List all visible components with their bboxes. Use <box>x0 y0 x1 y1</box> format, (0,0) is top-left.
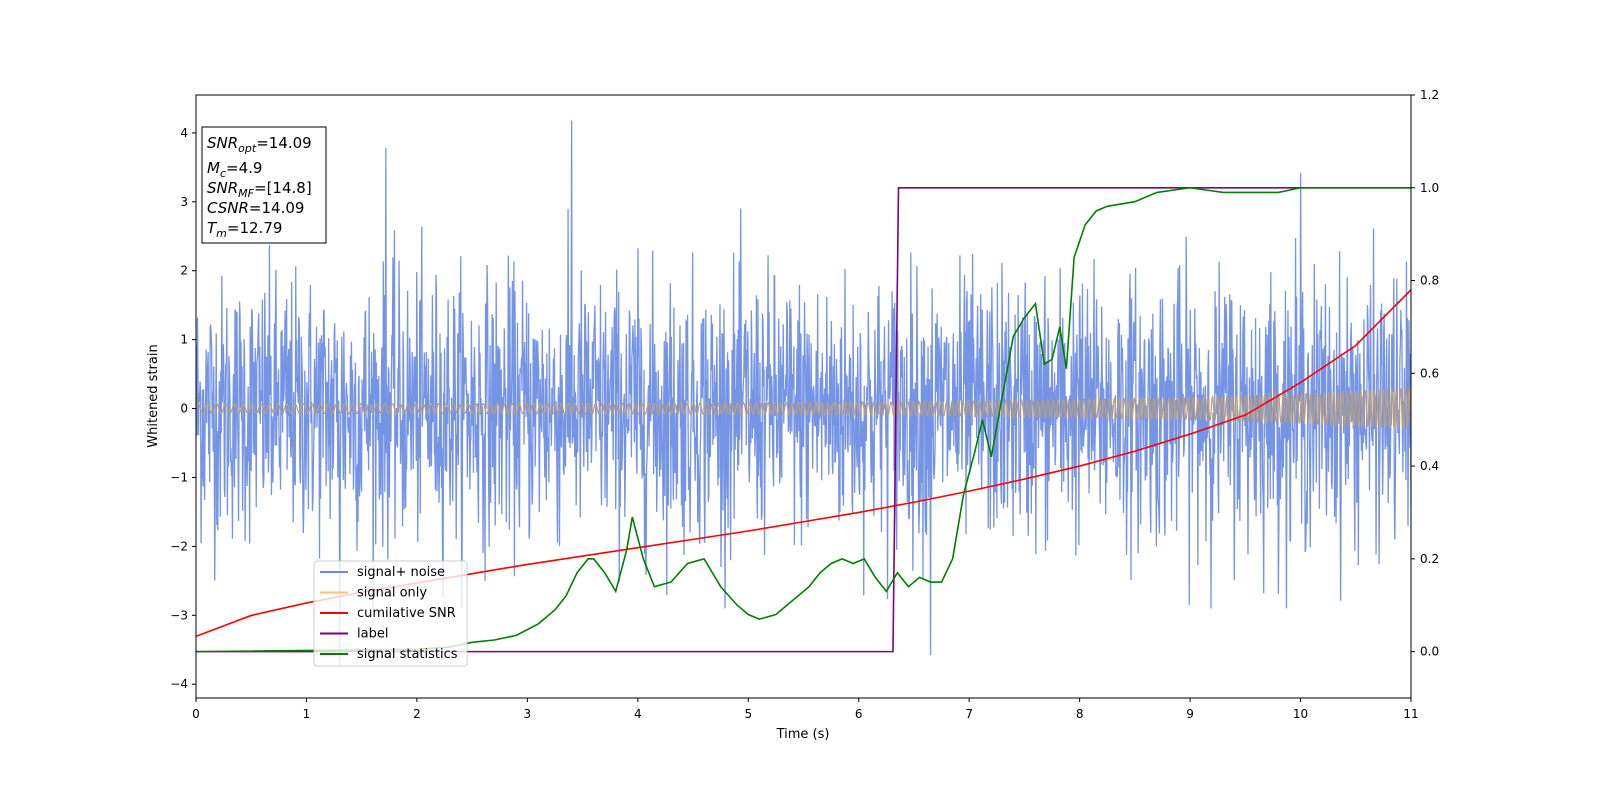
y-left-tick-label: −1 <box>170 470 188 484</box>
annotation-line: CSNR=14.09 <box>207 199 304 217</box>
y-right-tick-label: 0.4 <box>1420 459 1439 473</box>
x-tick-label: 1 <box>303 707 311 721</box>
series-signal-statistics <box>196 186 1411 653</box>
y-right-tick-label: 0.0 <box>1420 645 1439 659</box>
y-left-tick-label: 3 <box>180 195 188 209</box>
legend-entry: label <box>357 627 388 642</box>
annotation-line: Tm=12.79 <box>207 219 282 240</box>
y-left-tick-label: 2 <box>180 264 188 278</box>
y-left-tick-label: 4 <box>180 126 188 140</box>
y-left-tick-label: −4 <box>170 677 188 691</box>
y-left-tick-label: −2 <box>170 539 188 553</box>
y-left-tick-label: 0 <box>180 402 188 416</box>
x-tick-label: 8 <box>1076 707 1084 721</box>
legend-entry: signal only <box>357 586 427 601</box>
axes: 0 1 2 3 4 5 6 7 8 9 10 11 −4 −3 −2 −1 0 1 2 3 4 0.0 0.2 0.4 0.6 0… <box>170 88 1439 721</box>
x-tick-label: 4 <box>634 707 642 721</box>
series-signal-noise <box>196 120 1411 666</box>
legend: signal+ noise signal only cumilative SNR la… <box>313 560 468 667</box>
y-right-tick-label: 1.2 <box>1420 88 1439 102</box>
annotation-line: SNRMF=[14.8] <box>207 179 312 200</box>
x-tick-label: 6 <box>855 707 863 721</box>
x-tick-label: 3 <box>524 707 532 721</box>
plot-frame <box>195 94 1412 699</box>
x-tick-label: 9 <box>1186 707 1194 721</box>
legend-entry: cumilative SNR <box>357 606 456 621</box>
x-tick-label: 2 <box>413 707 421 721</box>
legend-frame <box>313 560 468 667</box>
y-right-tick-label: 0.6 <box>1420 366 1439 380</box>
annotation-box: SNRopt=14.09 Mc=4.9SNRMF=[14.8]CSNR=14.09… <box>201 126 327 244</box>
y-right-tick-label: 0.8 <box>1420 274 1439 288</box>
y-right-tick-label: 1.0 <box>1420 181 1439 195</box>
annotation-line: Mc=4.9 <box>207 159 262 180</box>
x-tick-label: 5 <box>744 707 752 721</box>
x-axis-label: Time (s) <box>776 727 830 742</box>
series-signal-only <box>196 388 1411 430</box>
x-tick-label: 0 <box>192 707 200 721</box>
x-tick-label: 10 <box>1293 707 1308 721</box>
legend-entry: signal+ noise <box>357 565 445 580</box>
y-axis-label: Whitened strain <box>146 344 161 447</box>
series-label <box>196 186 1411 653</box>
y-left-tick-label: −3 <box>170 608 188 622</box>
annotation-frame <box>201 126 327 244</box>
annotation-line: SNRopt=14.09 <box>207 134 312 155</box>
x-tick-label: 11 <box>1403 707 1418 721</box>
x-tick-label: 7 <box>965 707 973 721</box>
legend-entry: signal statistics <box>357 647 458 662</box>
y-right-tick-label: 0.2 <box>1420 552 1439 566</box>
y-left-tick-label: 1 <box>180 333 188 347</box>
